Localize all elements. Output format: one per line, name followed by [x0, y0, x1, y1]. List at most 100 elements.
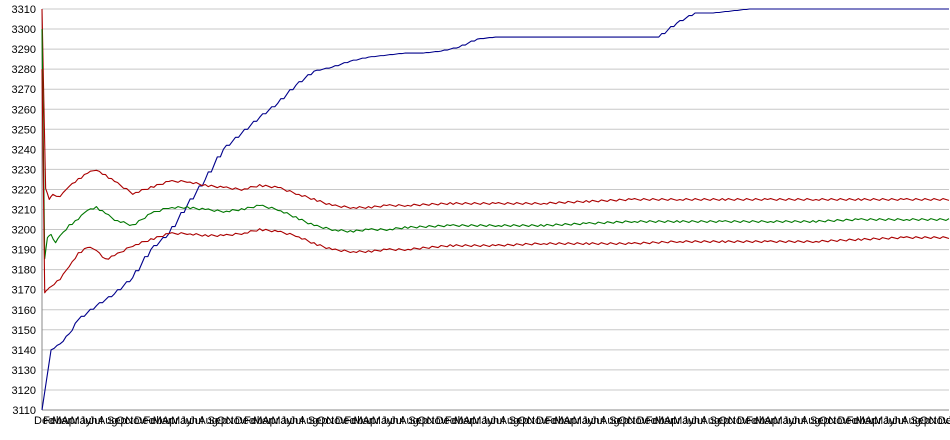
x-tick-label: Nov	[527, 415, 547, 427]
x-tick-label: Nov	[828, 415, 848, 427]
x-tick-label: Feb	[545, 415, 564, 427]
x-tick-label: Mar	[755, 415, 774, 427]
x-tick-label: Dec	[938, 415, 950, 427]
y-tick-label: 3150	[12, 325, 36, 337]
x-tick-label: Aug	[500, 415, 520, 427]
x-tick-label: Apr	[162, 415, 179, 427]
x-tick-label: Dec	[34, 415, 54, 427]
x-tick-label: May	[472, 415, 493, 427]
x-tick-label: Jun	[80, 415, 98, 427]
x-tick-label: Sep	[308, 415, 328, 427]
x-tick-label: Feb	[847, 415, 866, 427]
x-tick-label: Nov	[929, 415, 949, 427]
x-tick-label: Feb	[144, 415, 163, 427]
x-tick-label: May	[573, 415, 594, 427]
y-tick-label: 3200	[12, 225, 36, 237]
x-tick-label: Feb	[646, 415, 665, 427]
x-tick-label: Sep	[107, 415, 127, 427]
y-tick-label: 3130	[12, 365, 36, 377]
x-tick-label: Dec	[637, 415, 657, 427]
y-tick-label: 3300	[12, 24, 36, 36]
x-tick-label: Aug	[299, 415, 319, 427]
x-tick-label: Dec	[837, 415, 857, 427]
x-tick-label: Dec	[134, 415, 154, 427]
series-line-1	[41, 8, 949, 411]
x-tick-label: Apr	[262, 415, 279, 427]
x-tick-label: May	[71, 415, 92, 427]
x-tick-label: Aug	[901, 415, 921, 427]
x-tick-label: Mar	[554, 415, 573, 427]
x-tick-label: May	[874, 415, 895, 427]
x-tick-label: Dec	[436, 415, 456, 427]
gridlines	[42, 8, 949, 411]
x-tick-label: May	[673, 415, 694, 427]
y-tick-label: 3160	[12, 305, 36, 317]
y-tick-label: 3240	[12, 144, 36, 156]
y-tick-label: 3270	[12, 84, 36, 96]
x-tick-label: Oct	[719, 415, 736, 427]
x-tick-label: Jul	[290, 415, 304, 427]
x-tick-label: Jun	[682, 415, 700, 427]
x-tick-label: Aug	[198, 415, 218, 427]
x-tick-label: Jul	[491, 415, 505, 427]
x-tick-label: Dec	[235, 415, 255, 427]
y-tick-label: 3210	[12, 205, 36, 217]
x-tick-label: Feb	[43, 415, 62, 427]
y-tick-labels: 3110 3120 3130 3140 3150 3160 3170 3180 3190 3200…	[12, 4, 36, 417]
x-tick-label: Jun	[883, 415, 901, 427]
series-line-4	[41, 69, 950, 294]
x-tick-label: Mar	[52, 415, 71, 427]
x-tick-label: Jun	[783, 415, 801, 427]
x-tick-label: Apr	[664, 415, 681, 427]
x-tick-label: Jul	[892, 415, 906, 427]
x-tick-label: Apr	[463, 415, 480, 427]
x-tick-label: Jun	[281, 415, 299, 427]
y-tick-label: 3260	[12, 104, 36, 116]
x-tick-label: Aug	[700, 415, 720, 427]
x-tick-label: Oct	[920, 415, 937, 427]
x-tick-label: May	[372, 415, 393, 427]
x-tick-label: Feb	[244, 415, 263, 427]
x-tick-label: Jul	[792, 415, 806, 427]
y-tick-label: 3170	[12, 285, 36, 297]
x-tick-label: Nov	[728, 415, 748, 427]
x-tick-label: Mar	[253, 415, 272, 427]
x-tick-label: Dec	[737, 415, 757, 427]
x-tick-label: Sep	[408, 415, 428, 427]
x-tick-label: Mar	[354, 415, 373, 427]
x-tick-label: Oct	[819, 415, 836, 427]
series-lines	[41, 8, 950, 411]
x-tick-label: Apr	[363, 415, 380, 427]
y-tick-label: 3140	[12, 345, 36, 357]
x-tick-label: May	[774, 415, 795, 427]
y-tick-label: 3310	[12, 4, 36, 16]
x-tick-label: Apr	[764, 415, 781, 427]
y-tick-label: 3230	[12, 164, 36, 176]
y-tick-label: 3290	[12, 44, 36, 56]
x-tick-label: Jul	[390, 415, 404, 427]
x-tick-label: Sep	[710, 415, 730, 427]
x-tick-label: May	[271, 415, 292, 427]
x-tick-label: Nov	[125, 415, 145, 427]
x-tick-label: Mar	[454, 415, 473, 427]
x-tick-label: Aug	[399, 415, 419, 427]
y-tick-label: 3280	[12, 64, 36, 76]
y-tick-label: 3110	[12, 405, 36, 417]
x-tick-label: Jun	[180, 415, 198, 427]
y-tick-label: 3120	[12, 385, 36, 397]
x-tick-label: May	[171, 415, 192, 427]
x-tick-label: Mar	[153, 415, 172, 427]
x-tick-label: Apr	[865, 415, 882, 427]
x-tick-label: Feb	[344, 415, 363, 427]
x-tick-label: Dec	[536, 415, 556, 427]
x-tick-labels: DecFebMarAprMayJunJulAugSepOctNovDecFebM…	[34, 415, 950, 427]
y-tick-label: 3220	[12, 184, 36, 196]
x-tick-label: Sep	[207, 415, 227, 427]
series-line-3	[41, 29, 950, 260]
x-tick-label: Feb	[746, 415, 765, 427]
x-tick-label: Jul	[691, 415, 705, 427]
x-tick-label: Nov	[627, 415, 647, 427]
y-tick-label: 3180	[12, 265, 36, 277]
